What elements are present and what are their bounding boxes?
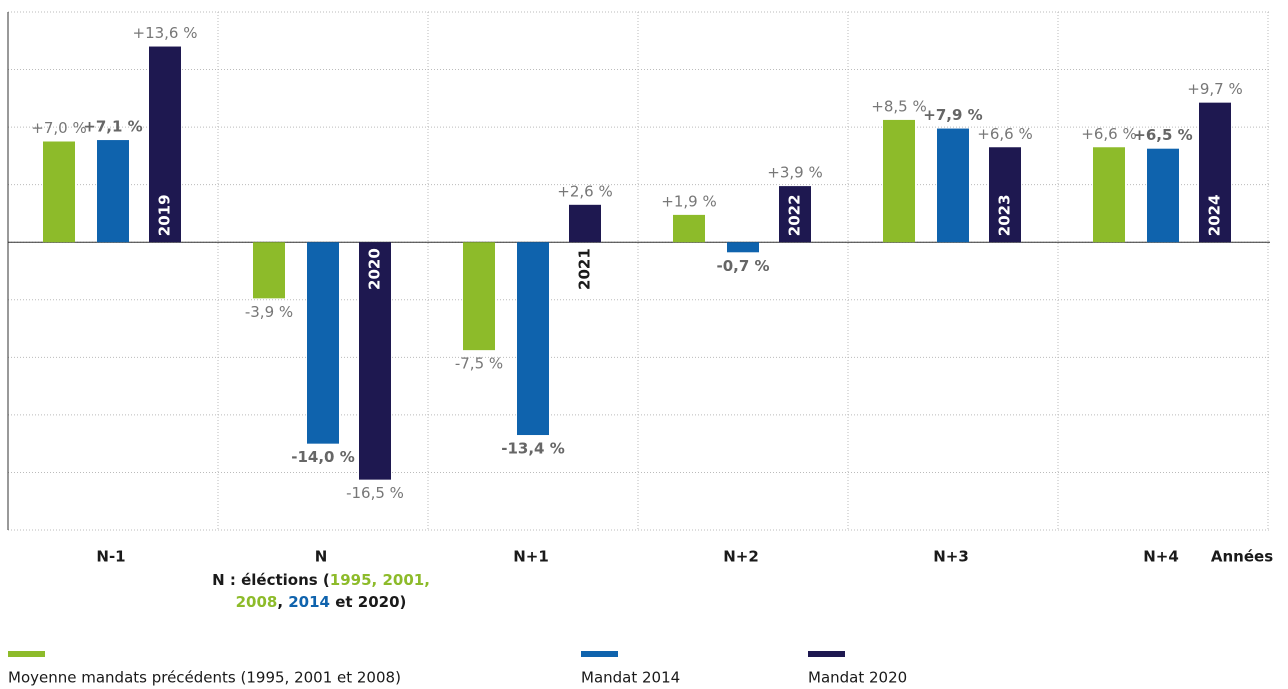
bar: [883, 119, 915, 243]
legend-label: Mandat 2020: [808, 669, 907, 687]
value-label: -7,5 %: [455, 355, 503, 373]
x-tick-label: N+4: [1143, 548, 1179, 566]
bar: [307, 242, 339, 444]
bar: [359, 242, 391, 480]
bar: [253, 242, 285, 299]
bar: [569, 204, 601, 243]
legend-label: Mandat 2014: [581, 669, 680, 687]
value-label: +7,0 %: [31, 119, 86, 137]
value-label: +6,6 %: [1081, 125, 1136, 143]
annotation-part: 2014: [288, 593, 330, 611]
annotation: N : éléctions (1995, 2001,: [212, 571, 430, 589]
annotation-part: N : éléctions (: [212, 571, 330, 589]
value-label: -3,9 %: [245, 303, 293, 321]
legend-swatch: [581, 651, 618, 657]
bar: [779, 186, 811, 243]
value-label: +8,5 %: [871, 97, 926, 115]
annotation-part: et 2020): [330, 593, 406, 611]
bar: [1093, 147, 1125, 243]
bar: [517, 242, 549, 436]
bar: [989, 147, 1021, 243]
x-tick-label: N-1: [96, 548, 125, 566]
value-label: +6,5 %: [1133, 126, 1192, 144]
bar: [43, 141, 75, 243]
value-label: -16,5 %: [346, 484, 404, 502]
x-tick-label: N+1: [513, 548, 549, 566]
bar-year-label: 2024: [1206, 194, 1224, 236]
legend-label: Moyenne mandats précédents (1995, 2001 e…: [8, 669, 401, 687]
bar: [97, 140, 129, 243]
bar-year-label: 2022: [786, 194, 804, 236]
value-label: +3,9 %: [767, 164, 822, 182]
x-axis-label: Années: [1211, 548, 1273, 566]
value-label: +6,6 %: [977, 125, 1032, 143]
bar: [937, 128, 969, 243]
x-tick-label: N+2: [723, 548, 759, 566]
annotation-part: 1995, 2001,: [330, 571, 430, 589]
bar: [149, 46, 181, 243]
value-label: +2,6 %: [557, 182, 612, 200]
x-tick-label: N: [315, 548, 328, 566]
bar-year-label: 2019: [156, 194, 174, 236]
legend-swatch: [808, 651, 845, 657]
annotation-part: 2008: [236, 593, 278, 611]
annotation-part: ,: [277, 593, 288, 611]
bar-year-label: 2021: [576, 248, 594, 290]
value-label: +1,9 %: [661, 192, 716, 210]
bar-year-label: 2023: [996, 194, 1014, 236]
bar: [727, 242, 759, 253]
value-label: -13,4 %: [501, 440, 565, 458]
legend-swatch: [8, 651, 45, 657]
bar: [463, 242, 495, 351]
x-tick-label: N+3: [933, 548, 969, 566]
bar-year-label: 2020: [366, 248, 384, 290]
bar: [673, 214, 705, 243]
value-label: +13,6 %: [133, 24, 198, 42]
value-label: +9,7 %: [1187, 80, 1242, 98]
bar: [1199, 102, 1231, 243]
value-label: +7,9 %: [923, 106, 982, 124]
value-label: -14,0 %: [291, 448, 355, 466]
annotation: 2008, 2014 et 2020): [236, 593, 407, 611]
value-label: -0,7 %: [716, 257, 769, 275]
bar: [1147, 148, 1179, 243]
value-label: +7,1 %: [83, 118, 142, 136]
